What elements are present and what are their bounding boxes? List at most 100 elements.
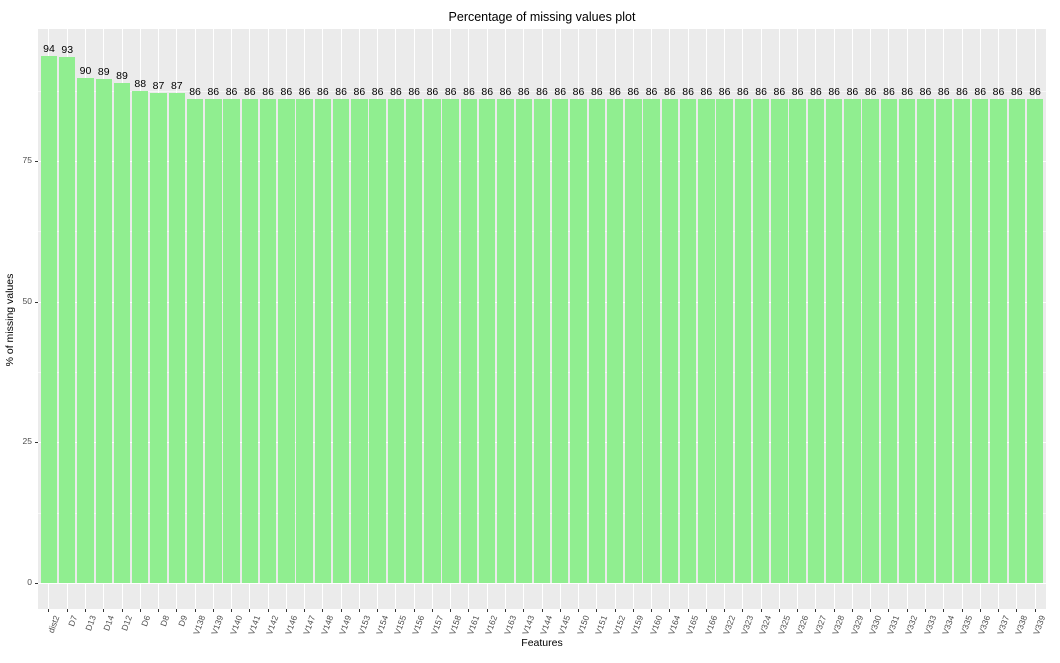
x-tick-label: V330 [866,614,884,637]
bar-value-label: 86 [517,85,530,98]
x-axis-label: Features [521,637,563,649]
x-tick-mark [66,609,68,612]
bar-value-label: 94 [43,43,55,56]
x-tick-label: V150 [574,614,591,637]
x-tick-label: D13 [83,614,98,633]
x-tick-label: V139 [209,614,226,637]
y-tick-label: 50 [22,295,32,306]
x-tick-mark [486,609,488,612]
bar-V165 [679,98,697,583]
x-tick-mark [851,609,853,612]
bar-value-label: 86 [737,85,749,98]
x-tick-label: V165 [684,614,701,637]
bar-value-label: 86 [189,85,201,98]
bar-D12 [113,82,131,583]
bar-value-label: 87 [152,79,165,92]
x-tick-mark [705,609,707,612]
x-tick-label: V160 [647,614,664,637]
x-tick-mark [267,609,269,612]
x-tick-label: V151 [593,614,610,637]
x-tick-mark [888,609,890,612]
bar-V139 [205,98,222,583]
bar-value-label: 86 [773,85,786,98]
x-tick-label: D14 [101,614,117,633]
bar-V151 [588,98,605,583]
bar-V164 [661,98,679,583]
x-tick-mark [943,609,945,612]
x-tick-mark [523,609,525,612]
bar-value-label: 86 [390,85,402,98]
bar-value-label: 86 [901,85,914,98]
bar-value-label: 86 [317,85,329,98]
bar-V156 [405,98,423,583]
bar-value-label: 86 [554,85,567,98]
x-tick-mark [687,609,689,612]
bar-V326 [789,98,806,583]
bar-value-label: 86 [663,85,676,98]
bar-value-label: 86 [298,85,311,98]
bar-D9 [168,93,185,583]
bar-V327 [807,98,825,583]
x-tick-label: V328 [830,614,847,637]
chart-title: Percentage of missing values plot [448,10,636,24]
bar-value-label: 86 [682,85,694,98]
bar-value-label: 86 [718,85,731,98]
x-tick-label: V331 [885,614,902,637]
x-tick-label: V335 [958,614,975,637]
x-tick-label: V145 [556,614,573,637]
bar-V333 [917,98,934,583]
bar-D7 [59,57,76,583]
x-tick-label: V339 [1031,614,1048,637]
bar-value-label: 86 [609,85,621,98]
bar-V161 [460,98,478,583]
bar-value-label: 86 [956,85,968,98]
bar-V331 [880,98,898,583]
bar-value-label: 86 [810,85,822,98]
bar-value-label: 86 [335,85,347,98]
bar-V332 [899,98,916,583]
bar-value-label: 90 [79,65,92,78]
bar-V146 [278,98,295,583]
x-tick-label: V322 [720,614,738,637]
x-tick-mark [778,609,780,612]
x-tick-mark [651,609,653,612]
x-tick-label: V161 [465,614,482,637]
bar-value-label: 86 [481,85,494,98]
bar-V138 [186,98,204,583]
x-tick-mark [103,609,105,612]
x-tick-label: V147 [300,614,318,637]
x-tick-label: V337 [994,614,1011,637]
x-tick-mark [578,609,580,612]
x-tick-label: V162 [483,614,500,637]
bar-V155 [387,98,405,583]
x-tick-label: V334 [939,614,957,637]
bar-value-label: 86 [645,85,658,98]
x-tick-mark [340,609,342,612]
x-tick-label: V148 [319,614,336,637]
x-tick-label: V152 [611,614,628,637]
bar-V153 [351,98,368,583]
x-tick-mark [760,609,762,612]
bar-V328 [825,98,843,583]
bar-V163 [497,98,514,583]
bar-V157 [424,98,441,583]
x-tick-label: V333 [921,614,938,637]
bar-V140 [223,98,240,583]
x-tick-mark [742,609,744,612]
x-tick-label: V158 [446,614,464,637]
x-tick-mark [194,609,196,612]
bar-value-label: 86 [280,85,293,98]
x-tick-mark [541,609,543,612]
x-tick-mark [724,609,726,612]
bar-dist2 [40,56,58,583]
bar-value-label: 86 [755,85,767,98]
y-tick-mark [35,161,38,162]
x-tick-mark [84,609,86,612]
x-tick-mark [139,609,141,612]
bar-value-label: 86 [499,85,512,98]
bar-value-label: 86 [992,85,1005,98]
bar-value-label: 86 [791,85,804,98]
bar-value-label: 86 [536,85,548,98]
x-tick-mark [504,609,506,612]
bar-value-label: 86 [1010,85,1023,98]
